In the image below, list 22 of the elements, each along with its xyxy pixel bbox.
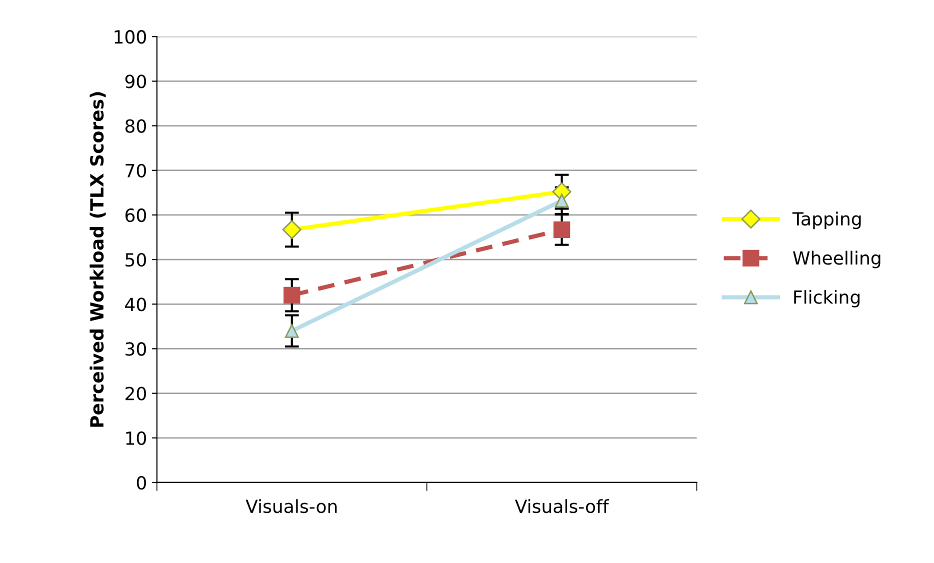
y-tick-label: 10 (126, 431, 146, 446)
legend-label: Tapping (792, 212, 861, 230)
y-tick-label: 0 (136, 476, 146, 490)
point (284, 324, 299, 338)
y-tick-label: 80 (125, 119, 146, 133)
y-tick-label: 70 (126, 164, 146, 178)
x-tick-label: Visuals-on (246, 499, 337, 514)
point (284, 286, 300, 304)
y-axis-title: Perceived Workload (TLX Scores) (90, 92, 106, 427)
legend-label: Flicking (794, 290, 860, 308)
legend-label: Wheelling (793, 250, 880, 268)
y-tick-label: 60 (125, 208, 146, 222)
point (554, 194, 569, 208)
y-tick-label: 50 (126, 253, 146, 267)
point (553, 221, 570, 238)
y-tick-label: 30 (126, 342, 146, 356)
y-tick-label: 90 (125, 74, 146, 88)
y-tick-label: 40 (125, 298, 146, 312)
point (282, 220, 302, 240)
y-tick-label: 100 (114, 30, 146, 44)
y-tick-label: 20 (126, 386, 146, 400)
x-tick-label: Visuals-off (514, 499, 610, 514)
